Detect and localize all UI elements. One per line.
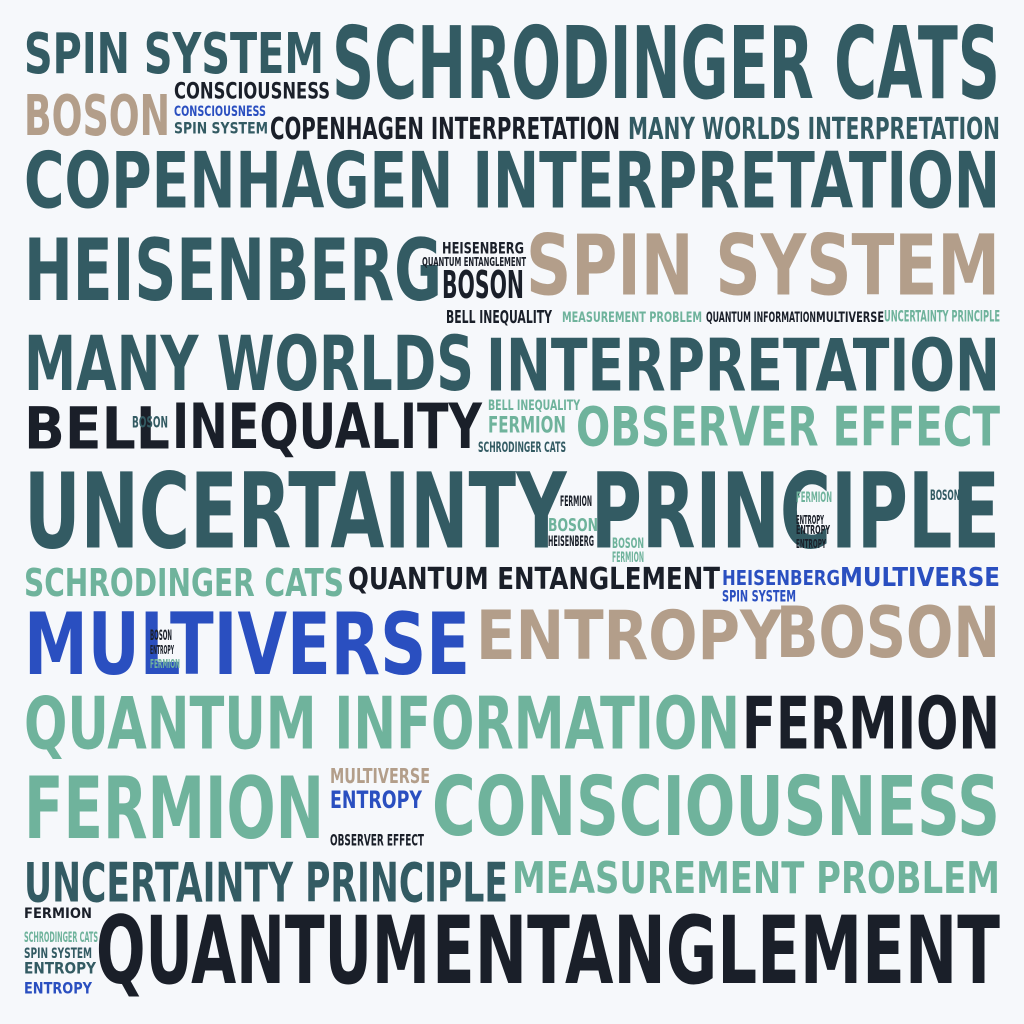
word-heisenberg: HEISENBERG [24, 220, 442, 321]
word-fermion: FERMION [24, 904, 92, 922]
word-boson: BOSON [930, 486, 960, 504]
word-entropy: ENTROPY [796, 536, 826, 551]
word-multiverse: MULTIVERSE [816, 308, 884, 326]
word-fermion: FERMION [742, 681, 1000, 766]
word-schrodinger-cats: SCHRODINGER CATS [24, 928, 98, 946]
word-heisenberg: HEISENBERG [548, 532, 594, 550]
word-copenhagen-interpretation: COPENHAGEN INTERPRETATION [24, 134, 1000, 227]
word-entropy: ENTROPY [150, 642, 174, 657]
word-quantum-information: QUANTUM INFORMATION [706, 308, 816, 326]
word-fermion: FERMION [612, 548, 644, 566]
word-boson: BOSON [150, 626, 172, 644]
word-quantum-information: QUANTUM INFORMATION [24, 681, 740, 766]
word-many-worlds-interpretation: MANY WORLDS INTERPRETATION [628, 111, 1000, 147]
word-entropy: ENTROPY [476, 595, 782, 676]
word-spin-system: SPIN SYSTEM [24, 944, 92, 962]
word-schrodinger-cats: SCHRODINGER CATS [24, 560, 344, 606]
word-fermion: FERMION [150, 656, 180, 671]
word-entropy: ENTROPY [796, 512, 824, 527]
word-interpretation: INTERPRETATION [486, 323, 1000, 408]
word-boson: BOSON [776, 591, 1000, 674]
word-bell-inequality: BELL INEQUALITY [446, 306, 552, 328]
word-entropy: ENTROPY [330, 785, 422, 814]
word-fermion: FERMION [560, 492, 592, 510]
word-entropy: ENTROPY [24, 978, 92, 998]
word-consciousness: CONSCIOUSNESS [174, 78, 330, 104]
word-entanglement: ENTANGLEMENT [432, 895, 1000, 1006]
word-uncertainty-principle: UNCERTAINTY PRINCIPLE [884, 306, 1000, 326]
word-spin-system: SPIN SYSTEM [174, 118, 268, 138]
word-spin-system: SPIN SYSTEM [526, 216, 1000, 315]
word-entropy: ENTROPY [796, 522, 830, 537]
word-quantum: QUANTUM [96, 895, 430, 1006]
word-heisenberg: HEISENBERG [442, 238, 524, 258]
word-quantum-entanglement: QUANTUM ENTANGLEMENT [348, 561, 720, 597]
word-observer-effect: OBSERVER EFFECT [576, 395, 1000, 459]
word-multiverse: MULTIVERSE [24, 594, 470, 695]
word-consciousness: CONSCIOUSNESS [432, 758, 1000, 855]
word-uncertainty-principle: UNCERTAINTY PRINCIPLE [24, 851, 508, 915]
word-fermion: FERMION [488, 412, 566, 438]
word-bell: BELL [24, 394, 170, 463]
word-observer-effect: OBSERVER EFFECT [330, 830, 424, 850]
word-boson: BOSON [548, 514, 598, 536]
word-entropy: ENTROPY [24, 958, 96, 978]
word-fermion: FERMION [24, 758, 324, 859]
word-boson: BOSON [612, 534, 644, 552]
word-fermion: FERMION [796, 488, 832, 506]
word-measurement-problem: MEASUREMENT PROBLEM [562, 308, 702, 326]
word-schrodinger-cats: SCHRODINGER CATS [478, 438, 566, 456]
word-boson: BOSON [132, 412, 168, 432]
word-many-worlds: MANY WORLDS [24, 319, 474, 409]
word-boson: BOSON [442, 262, 524, 308]
word-spin-system: SPIN SYSTEM [722, 586, 796, 606]
word-measurement-problem: MEASUREMENT PROBLEM [512, 852, 1000, 904]
word-copenhagen-interpretation: COPENHAGEN INTERPRETATION [270, 111, 620, 147]
word-spin-system: SPIN SYSTEM [24, 20, 324, 87]
word-multiverse: MULTIVERSE [330, 764, 430, 788]
word-boson: BOSON [24, 82, 170, 149]
word-schrodinger-cats: SCHRODINGER CATS [332, 5, 1000, 122]
word-uncertainty-principle: UNCERTAINTY PRINCIPLE [24, 450, 1000, 573]
word-multiverse: MULTIVERSE [840, 561, 1000, 593]
word-consciousness: CONSCIOUSNESS [174, 102, 266, 120]
word-heisenberg: HEISENBERG [722, 566, 840, 590]
word-inequality: INEQUALITY [172, 390, 482, 463]
word-quantum-entanglement: QUANTUM ENTANGLEMENT [422, 254, 526, 269]
word-bell-inequality: BELL INEQUALITY [488, 396, 580, 414]
